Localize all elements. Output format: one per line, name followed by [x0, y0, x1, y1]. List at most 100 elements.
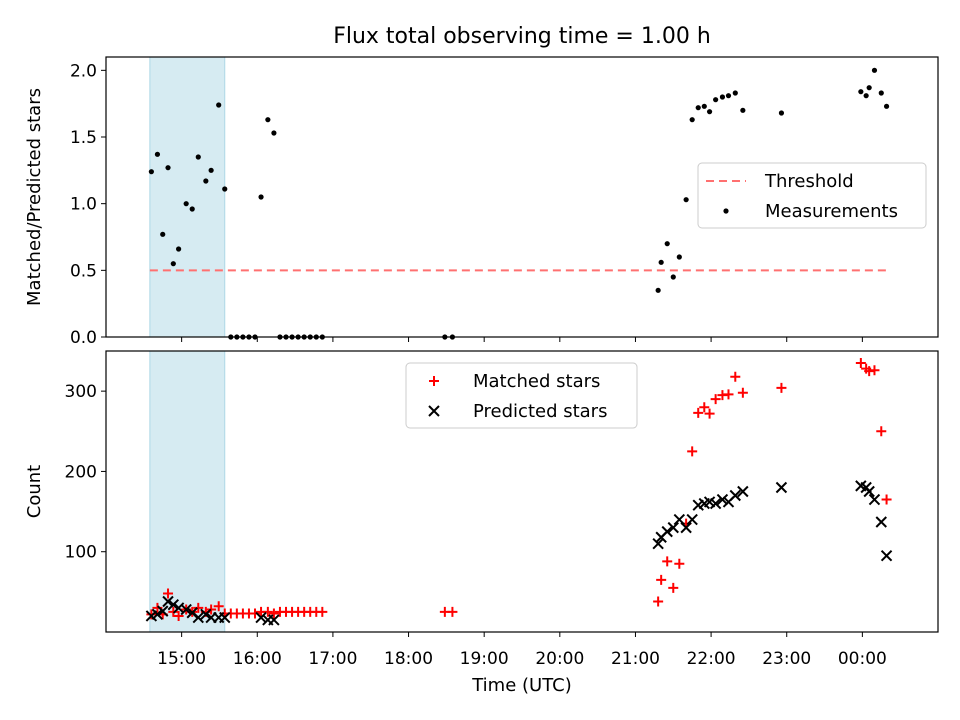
predicted-stars-point [200, 608, 212, 621]
matched-stars-point [668, 582, 679, 593]
x-tick-label: 19:00 [460, 649, 509, 669]
predicted-stars-point [219, 611, 231, 624]
matched-stars-point [855, 358, 866, 369]
measurements-point [208, 167, 214, 173]
matched-stars-point [656, 574, 667, 585]
measurements-point [258, 194, 264, 200]
shaded-interval-band [149, 56, 226, 338]
measurements-point [265, 117, 271, 123]
predicted-stars-point [667, 521, 679, 534]
x-tick-label: 21:00 [611, 649, 660, 669]
predicted-stars-point [863, 485, 875, 498]
measurements-point [216, 102, 222, 108]
x-tick-label: 18:00 [384, 649, 433, 669]
predicted-stars-point [167, 598, 180, 611]
matched-stars-point [730, 371, 741, 382]
measurements-point [222, 186, 228, 192]
predicted-stars-point [716, 493, 729, 506]
x-tick-label: 00:00 [838, 649, 887, 669]
measurements-point [695, 105, 701, 111]
measurements-point [203, 178, 209, 184]
matched-stars-point [869, 365, 880, 376]
measurements-point [189, 206, 195, 212]
x-tick-label: 17:00 [308, 649, 357, 669]
measurements-point [713, 97, 719, 103]
predicted-stars-point [180, 603, 192, 616]
matched-stars-point [653, 596, 664, 607]
measurements-point [683, 197, 689, 203]
matched-stars-point [447, 606, 458, 617]
legend-label-matched-stars: Matched stars [473, 371, 600, 392]
predicted-stars-point [880, 550, 893, 562]
matched-stars-point [723, 389, 734, 400]
y-tick-label: 200 [65, 462, 97, 482]
measurements-point [183, 201, 189, 207]
matched-stars-point [317, 606, 328, 617]
predicted-stars-point [875, 516, 887, 528]
x-tick-label: 22:00 [687, 649, 736, 669]
matched-stars-point [674, 558, 685, 569]
measurements-point [858, 89, 864, 95]
legend-label-predicted-stars: Predicted stars [473, 401, 607, 422]
matched-stars-point [193, 602, 204, 613]
measurements-point [148, 169, 154, 175]
predicted-stars-point [709, 497, 722, 510]
matched-stars-point [662, 556, 673, 567]
measurements-point [160, 231, 166, 237]
measurements-point [719, 94, 726, 100]
measurements-point [195, 154, 201, 160]
measurements-point [701, 103, 707, 109]
measurements-point [732, 90, 738, 96]
measurements-point [676, 254, 682, 260]
chart-title: Flux total observing time = 1.00 h [333, 24, 711, 49]
measurements-point [271, 130, 277, 136]
bottom-y-axis-label: Count [24, 465, 45, 518]
matched-stars-point [881, 494, 892, 505]
bottom-legend: Matched stars Predicted stars [405, 362, 638, 429]
predicted-stars-point [729, 489, 742, 502]
matched-stars-point [704, 408, 715, 419]
shaded-interval [149, 56, 226, 338]
measurements-point [689, 117, 695, 123]
measurements-point [706, 109, 713, 115]
measurements-point [664, 241, 670, 247]
predicted-stars-point [162, 595, 174, 608]
matched-stars-point [250, 608, 261, 619]
measurements-point [871, 67, 878, 73]
legend-label-threshold: Threshold [764, 171, 854, 192]
measurements-point [670, 274, 676, 280]
measurements-point [866, 85, 872, 91]
measurements-point [176, 246, 182, 252]
predicted-stars-point [680, 521, 692, 534]
top-y-axis-label: Matched/Predicted stars [24, 88, 45, 306]
matched-stars-point [710, 394, 721, 405]
predicted-stars-point [192, 611, 204, 624]
measurements-point [655, 287, 661, 293]
predicted-stars-point [775, 481, 788, 494]
matched-stars-point [262, 606, 273, 617]
matched-stars-point [699, 402, 710, 413]
top-panel: 0.00.51.01.52.0 Matched/Predicted stars … [24, 56, 939, 348]
x-axis-ticks: 15:00 16:00 17:00 18:00 19:00 20:00 21:00 22:00… [157, 649, 887, 669]
matched-stars-point [146, 609, 157, 620]
y-tick-label: 100 [65, 543, 97, 563]
measurements-point [154, 151, 161, 157]
y-tick-label: 1.5 [70, 128, 97, 148]
y-tick-label: 300 [65, 382, 97, 402]
measurements-point [878, 90, 884, 96]
measurements-point [165, 165, 171, 171]
predicted-stars-point [151, 608, 164, 621]
y-tick-label: 0.0 [70, 328, 97, 348]
top-axis-ticks: 0.0 0.5 1.0 1.5 2.0 [70, 61, 863, 348]
matched-stars-point [776, 382, 787, 393]
measurements-point [725, 93, 732, 99]
predicted-stars-point [686, 513, 698, 526]
matched-stars-point [687, 446, 698, 457]
y-tick-label: 0.5 [70, 261, 97, 281]
x-tick-label: 16:00 [233, 649, 282, 669]
measurements-point [863, 93, 869, 99]
y-tick-label: 2.0 [70, 61, 97, 81]
matched-stars-point [876, 426, 887, 437]
matched-stars-point [163, 588, 174, 599]
